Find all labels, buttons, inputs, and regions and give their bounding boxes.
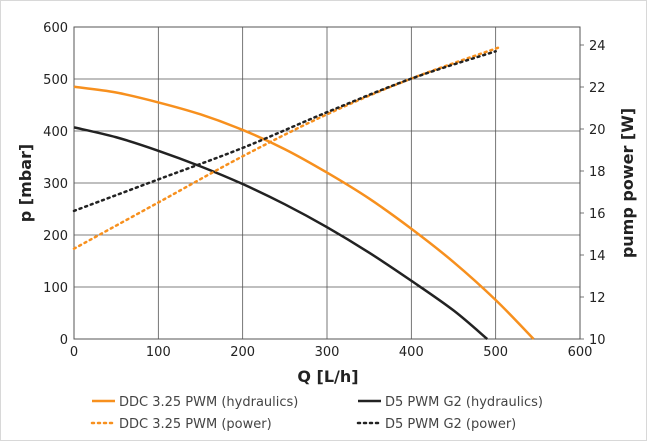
legend-label: D5 PWM G2 (power) (385, 417, 516, 432)
series-line-2 (73, 126, 489, 340)
series-line-1 (73, 85, 535, 340)
series-group (72, 45, 535, 340)
y2-axis-label: pump power [W] (618, 108, 637, 258)
y-tick-label: 0 (60, 333, 68, 348)
tick-labels: 0 100 200 300 400 500 600010020030040050060010… (43, 21, 605, 360)
x-tick-label: 500 (483, 345, 508, 360)
y-axis-label: p [mbar] (16, 144, 35, 222)
y-tick-label: 400 (43, 125, 68, 140)
grid (73, 26, 584, 340)
legend: DDC 3.25 PWM (hydraulics) D5 PWM G2 (hydr… (90, 395, 543, 432)
y2-tick-label: 22 (589, 81, 606, 96)
y-tick-label: 200 (43, 229, 68, 244)
legend-label: DDC 3.25 PWM (power) (119, 417, 272, 432)
y-tick-label: 600 (43, 21, 68, 36)
x-axis-label: Q [L/h] (297, 367, 358, 386)
y-tick-label: 500 (43, 73, 68, 88)
y2-tick-label: 14 (589, 249, 606, 264)
y2-tick-label: 18 (589, 165, 606, 180)
y-tick-label: 300 (43, 177, 68, 192)
y2-tick-label: 10 (589, 333, 606, 348)
x-tick-label: 200 (230, 345, 255, 360)
y2-tick-label: 12 (589, 291, 606, 306)
x-tick-label: 300 (315, 345, 340, 360)
x-tick-label: 0 (70, 345, 78, 360)
series-line-4 (72, 50, 497, 213)
series-line-3 (72, 45, 502, 250)
x-tick-label: 600 (568, 345, 593, 360)
y2-tick-label: 24 (589, 39, 606, 54)
x-tick-label: 400 (399, 345, 424, 360)
legend-label: D5 PWM G2 (hydraulics) (385, 395, 543, 410)
y2-tick-label: 16 (589, 207, 606, 222)
x-tick-label: 100 (146, 345, 171, 360)
legend-label: DDC 3.25 PWM (hydraulics) (119, 395, 298, 410)
y-tick-label: 100 (43, 281, 68, 296)
y2-tick-label: 20 (589, 123, 606, 138)
